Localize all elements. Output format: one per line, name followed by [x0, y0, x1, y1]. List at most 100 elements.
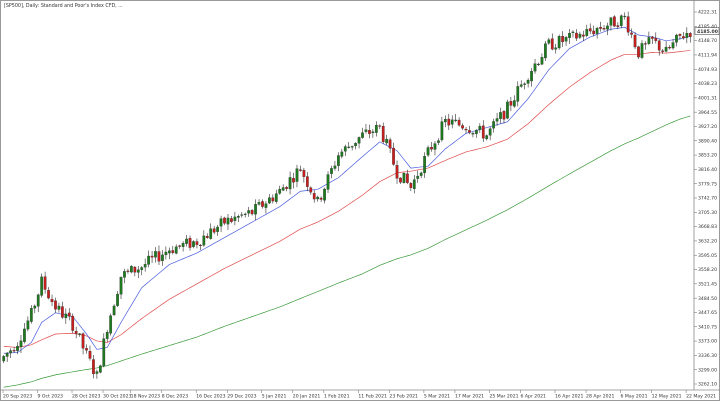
bearish-candle-body [54, 300, 57, 310]
price-tick-label: 4001.31 [698, 95, 717, 101]
price-tick-label: 4185.40 [698, 24, 717, 30]
bullish-candle-body [437, 140, 440, 143]
bullish-candle-body [547, 39, 551, 44]
bullish-candle-body [5, 353, 9, 357]
bullish-candle-body [402, 172, 406, 183]
bullish-candle-body [419, 172, 423, 176]
candle [533, 58, 537, 74]
bullish-candle-body [340, 151, 344, 157]
bullish-candle-body [274, 193, 278, 202]
bullish-candle-body [478, 125, 482, 130]
bullish-candle-body [219, 218, 223, 227]
candle [481, 120, 485, 142]
time-axis[interactable]: 20 Sep 2023 9 Oct 2023 28 Oct 2023 30 Oct 2… [2, 390, 716, 400]
candle [685, 27, 689, 44]
candle [147, 250, 150, 268]
candle [109, 313, 113, 336]
bearish-candle-body [171, 250, 175, 253]
candle [268, 194, 271, 205]
bullish-candle-body [443, 118, 447, 123]
candle [357, 136, 361, 149]
candle [426, 145, 430, 157]
candle [668, 45, 671, 50]
bullish-candle-body [488, 128, 492, 136]
bullish-candle-body [585, 29, 589, 36]
time-tick-label: 18 Nov 2023 [131, 394, 160, 400]
bearish-candle-body [468, 130, 471, 133]
candle [130, 265, 133, 274]
time-tick-label: 5 Jan 2021 [262, 394, 287, 400]
price-tick-label: 4148.70 [698, 38, 717, 44]
candle [343, 144, 347, 156]
candle [395, 160, 399, 184]
candle [654, 32, 658, 44]
candle [123, 268, 126, 284]
bullish-candle-body [29, 308, 33, 322]
bullish-candle-body [485, 135, 489, 140]
bullish-candle-body [243, 213, 247, 215]
bearish-candle-body [668, 47, 671, 49]
candle [409, 181, 413, 192]
candle [661, 49, 665, 55]
candle [592, 25, 596, 37]
candle [682, 31, 685, 40]
bullish-candle-body [174, 246, 178, 254]
bearish-candle-body [271, 197, 275, 202]
candle [247, 206, 251, 217]
candle [406, 169, 409, 185]
candle [309, 186, 313, 195]
candle [171, 246, 175, 255]
candle [36, 293, 40, 313]
candle [609, 16, 613, 31]
bullish-candle-body [216, 226, 219, 232]
candle [240, 212, 244, 218]
candle [250, 208, 254, 216]
candle [88, 345, 92, 361]
candle [81, 332, 85, 355]
candle [412, 175, 416, 194]
bearish-candle-body [205, 235, 209, 238]
bearish-candle-body [682, 36, 685, 39]
price-tick-label: 3890.40 [698, 138, 717, 144]
bullish-candle-body [671, 42, 675, 49]
candle [385, 134, 389, 146]
candle [212, 226, 216, 235]
candle [437, 138, 440, 146]
bullish-candle-body [116, 293, 119, 306]
time-tick-label: 28 Oct 2023 [72, 394, 100, 400]
bullish-candle-body [412, 179, 416, 189]
bullish-candle-body [571, 31, 575, 33]
bearish-candle-body [188, 238, 192, 248]
candle [647, 31, 651, 46]
candle [274, 189, 278, 204]
bullish-candle-body [595, 27, 599, 34]
candle [330, 165, 333, 179]
price-tick-label: 3262.10 [698, 382, 717, 388]
bearish-candle-body [71, 315, 75, 331]
bearish-candle-body [637, 46, 640, 58]
candle [233, 211, 237, 226]
price-axis[interactable]: 4222.31 4185.40 4148.70 4111.94 4074.93 4038.… [694, 10, 717, 388]
candle [381, 122, 385, 144]
candle [157, 245, 161, 265]
bullish-candle-body [161, 254, 164, 261]
bullish-candle-body [361, 132, 364, 138]
time-tick-label: 5 Mar 2021 [424, 394, 450, 400]
price-tick-label: 4074.93 [698, 67, 717, 73]
bullish-candle-body [181, 243, 185, 247]
candle [561, 31, 564, 47]
candle [554, 43, 558, 54]
bearish-candle-body [230, 218, 233, 222]
candle [185, 234, 188, 247]
candle [340, 148, 344, 159]
bullish-candle-body [354, 143, 357, 147]
time-tick-label: 6 Apr 2021 [521, 394, 547, 400]
time-tick-label: 16 Dec 2023 [196, 394, 225, 400]
bullish-candle-body [23, 328, 26, 342]
candle [423, 152, 426, 178]
candle [236, 214, 240, 223]
candle [468, 125, 471, 135]
candle [492, 118, 495, 133]
